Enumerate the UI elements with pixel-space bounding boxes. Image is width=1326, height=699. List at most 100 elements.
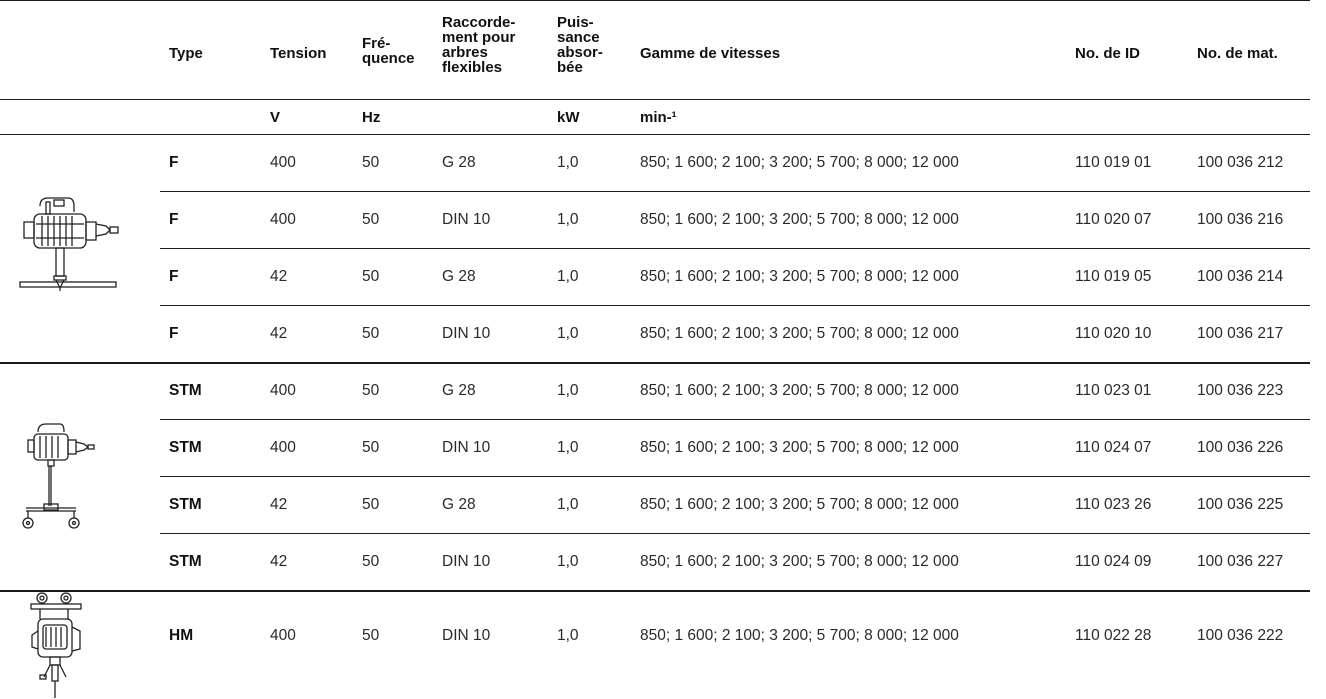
header-mat: No. de mat.	[1197, 45, 1278, 62]
cell-type: F	[169, 325, 179, 342]
header-rule	[0, 99, 1310, 100]
cell-puissance: 1,0	[557, 382, 579, 399]
motor-on-wheeled-stand-icon	[22, 423, 95, 529]
table-row: F 42 50 DIN 10 1,0 850; 1 600; 2 100; 3 200; …	[0, 306, 1326, 362]
header-type: Type	[169, 45, 203, 62]
cell-tension: 42	[270, 553, 288, 570]
header-gamme: Gamme de vitesses	[640, 45, 781, 62]
cell-freq: 50	[362, 268, 380, 285]
cell-type: HM	[169, 627, 194, 644]
cell-raccord: G 28	[442, 154, 476, 171]
header-frequence: Fré- quence	[362, 35, 415, 67]
unit-tension: V	[270, 109, 281, 126]
cell-freq: 50	[362, 496, 380, 513]
cell-mat: 100 036 212	[1197, 154, 1284, 171]
table-row: F 400 50 G 28 1,0 850; 1 600; 2 100; 3 200; 5…	[0, 135, 1326, 191]
cell-gamme: 850; 1 600; 2 100; 3 200; 5 700; 8 000; …	[640, 268, 959, 285]
cell-tension: 42	[270, 268, 288, 285]
cell-tension: 42	[270, 496, 288, 513]
cell-type: F	[169, 211, 179, 228]
row-rule	[0, 590, 1310, 592]
cell-puissance: 1,0	[557, 211, 579, 228]
cell-id: 110 023 26	[1075, 496, 1152, 513]
table-row: STM 42 50 G 28 1,0 850; 1 600; 2 100; 3 200; …	[0, 477, 1326, 533]
cell-type: F	[169, 268, 179, 285]
cell-gamme: 850; 1 600; 2 100; 3 200; 5 700; 8 000; …	[640, 325, 959, 342]
cell-mat: 100 036 214	[1197, 268, 1284, 285]
cell-freq: 50	[362, 325, 380, 342]
row-rule	[160, 533, 1310, 534]
cell-raccord: DIN 10	[442, 553, 491, 570]
cell-type: STM	[169, 553, 202, 570]
row-rule	[160, 476, 1310, 477]
cell-puissance: 1,0	[557, 496, 579, 513]
cell-puissance: 1,0	[557, 154, 579, 171]
cell-freq: 50	[362, 439, 380, 456]
table-row: STM 42 50 DIN 10 1,0 850; 1 600; 2 100; 3 200…	[0, 534, 1326, 590]
cell-mat: 100 036 226	[1197, 439, 1284, 456]
cell-type: STM	[169, 382, 202, 399]
row-rule	[160, 248, 1310, 249]
table-row: STM 400 50 G 28 1,0 850; 1 600; 2 100; 3 200;…	[0, 363, 1326, 419]
cell-raccord: DIN 10	[442, 439, 491, 456]
cell-freq: 50	[362, 211, 380, 228]
table-top-rule	[0, 0, 1310, 1]
cell-puissance: 1,0	[557, 627, 579, 644]
cell-mat: 100 036 223	[1197, 382, 1284, 399]
row-rule	[0, 362, 1310, 364]
header-raccordement: Raccorde- ment pour arbres flexibles	[442, 14, 516, 76]
cell-id: 110 024 09	[1075, 553, 1152, 570]
cell-gamme: 850; 1 600; 2 100; 3 200; 5 700; 8 000; …	[640, 154, 959, 171]
cell-id: 110 019 01	[1075, 154, 1152, 171]
cell-tension: 400	[270, 439, 296, 456]
table-row: STM 400 50 DIN 10 1,0 850; 1 600; 2 100; 3 20…	[0, 420, 1326, 476]
cell-mat: 100 036 227	[1197, 553, 1284, 570]
cell-raccord: DIN 10	[442, 211, 491, 228]
cell-id: 110 019 05	[1075, 268, 1152, 285]
cell-tension: 400	[270, 382, 296, 399]
cell-freq: 50	[362, 154, 380, 171]
cell-mat: 100 036 216	[1197, 211, 1284, 228]
table-row: HM 400 50 DIN 10 1,0 850; 1 600; 2 100; 3 200…	[0, 591, 1326, 681]
cell-freq: 50	[362, 553, 380, 570]
cell-mat: 100 036 225	[1197, 496, 1284, 513]
cell-puissance: 1,0	[557, 553, 579, 570]
cell-id: 110 020 07	[1075, 211, 1152, 228]
cell-tension: 400	[270, 211, 296, 228]
header-puissance: Puis- sance absor- bée	[557, 14, 603, 76]
cell-tension: 42	[270, 325, 288, 342]
row-rule	[160, 191, 1310, 192]
unit-frequence: Hz	[362, 109, 381, 126]
cell-gamme: 850; 1 600; 2 100; 3 200; 5 700; 8 000; …	[640, 496, 959, 513]
cell-id: 110 022 28	[1075, 627, 1152, 644]
table-row: F 42 50 G 28 1,0 850; 1 600; 2 100; 3 200; 5 …	[0, 249, 1326, 305]
cell-tension: 400	[270, 154, 296, 171]
cell-gamme: 850; 1 600; 2 100; 3 200; 5 700; 8 000; …	[640, 553, 959, 570]
cell-freq: 50	[362, 382, 380, 399]
cell-type: STM	[169, 496, 202, 513]
cell-tension: 400	[270, 627, 296, 644]
cell-id: 110 020 10	[1075, 325, 1152, 342]
cell-mat: 100 036 217	[1197, 325, 1284, 342]
cell-raccord: DIN 10	[442, 627, 491, 644]
cell-id: 110 023 01	[1075, 382, 1152, 399]
cell-freq: 50	[362, 627, 380, 644]
motor-on-base-plate-icon	[19, 197, 119, 291]
header-tension: Tension	[270, 45, 327, 62]
cell-gamme: 850; 1 600; 2 100; 3 200; 5 700; 8 000; …	[640, 439, 959, 456]
cell-gamme: 850; 1 600; 2 100; 3 200; 5 700; 8 000; …	[640, 382, 959, 399]
row-rule	[160, 419, 1310, 420]
cell-type: STM	[169, 439, 202, 456]
row-rule	[160, 305, 1310, 306]
cell-type: F	[169, 154, 179, 171]
cell-gamme: 850; 1 600; 2 100; 3 200; 5 700; 8 000; …	[640, 627, 959, 644]
cell-mat: 100 036 222	[1197, 627, 1284, 644]
cell-puissance: 1,0	[557, 268, 579, 285]
header-id: No. de ID	[1075, 45, 1141, 62]
unit-gamme: min-¹	[640, 109, 677, 126]
cell-raccord: DIN 10	[442, 325, 491, 342]
cell-raccord: G 28	[442, 268, 476, 285]
cell-id: 110 024 07	[1075, 439, 1152, 456]
cell-gamme: 850; 1 600; 2 100; 3 200; 5 700; 8 000; …	[640, 211, 959, 228]
table-row: F 400 50 DIN 10 1,0 850; 1 600; 2 100; 3 200;…	[0, 192, 1326, 248]
